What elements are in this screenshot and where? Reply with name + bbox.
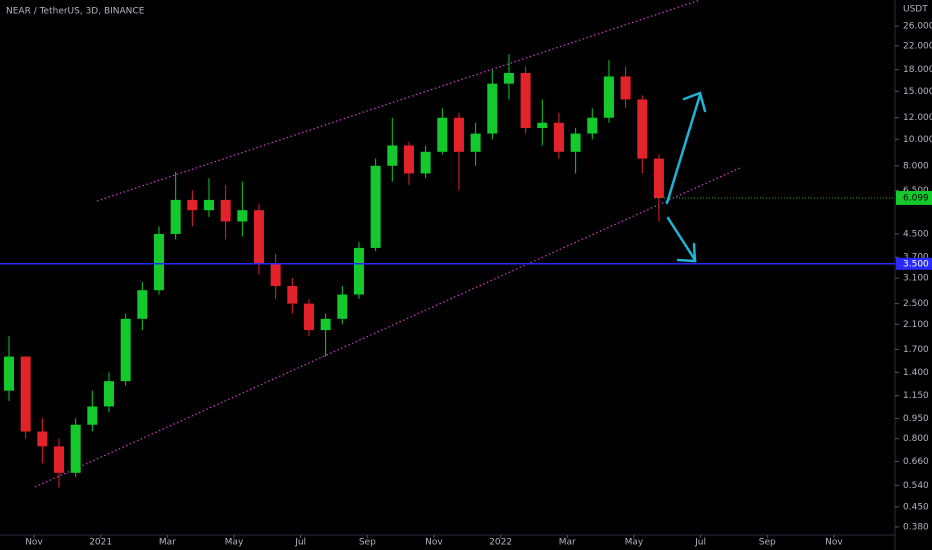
candle-body bbox=[570, 133, 581, 152]
y-tick-label: 12.000 bbox=[903, 113, 932, 123]
candle-body bbox=[137, 290, 148, 319]
candle-body bbox=[470, 133, 481, 152]
candle-body bbox=[503, 73, 514, 84]
candle-body bbox=[603, 76, 614, 118]
x-tick-label: May bbox=[625, 538, 644, 548]
x-tick-label: Nov bbox=[25, 538, 43, 548]
x-tick-label: Sep bbox=[759, 538, 776, 548]
candle-body bbox=[637, 99, 648, 159]
y-tick-label: 15.000 bbox=[903, 87, 932, 97]
candle-body bbox=[303, 303, 314, 331]
candle-body bbox=[103, 381, 114, 407]
candle-body bbox=[403, 145, 414, 174]
candle-body bbox=[37, 431, 48, 447]
x-tick-label: Nov bbox=[425, 538, 443, 548]
up-arrow bbox=[665, 91, 707, 205]
y-tick-label: 3.100 bbox=[903, 274, 929, 284]
x-tick-label: Jul bbox=[294, 538, 306, 548]
plot bbox=[4, 54, 664, 488]
y-axis-label: USDT bbox=[903, 5, 928, 15]
candle-body bbox=[120, 318, 131, 382]
x-tick-label: May bbox=[225, 538, 244, 548]
y-tick-label: 26.000 bbox=[903, 22, 932, 32]
candle-body bbox=[20, 356, 31, 432]
x-tick-label: Jul bbox=[694, 538, 706, 548]
horizontal-line-label: 3.500 bbox=[903, 259, 929, 269]
y-tick-label: 0.380 bbox=[903, 522, 929, 532]
y-tick-label: 10.000 bbox=[903, 135, 932, 145]
candle-body bbox=[203, 199, 214, 211]
candle-body bbox=[320, 318, 331, 331]
x-tick-label: Mar bbox=[559, 538, 576, 548]
y-tick-label: 1.150 bbox=[903, 391, 929, 401]
candle-body bbox=[387, 145, 398, 166]
last-price-label: 6.099 bbox=[903, 193, 929, 203]
candle-body bbox=[370, 165, 381, 248]
candle-body bbox=[620, 76, 631, 100]
candle-body bbox=[353, 247, 364, 295]
y-tick-label: 0.950 bbox=[903, 414, 929, 424]
x-tick-label: Sep bbox=[359, 538, 376, 548]
candle-body bbox=[4, 356, 15, 391]
x-tick-label: Mar bbox=[159, 538, 176, 548]
lower-trendline bbox=[34, 166, 743, 488]
candle-body bbox=[70, 424, 81, 473]
y-tick-label: 3.700 bbox=[903, 253, 929, 263]
x-tick-label: 2022 bbox=[489, 538, 512, 548]
candle-body bbox=[287, 286, 298, 304]
candle-body bbox=[453, 117, 464, 152]
chart-title: NEAR / TetherUS, 3D, BINANCE bbox=[6, 7, 145, 17]
candle-body bbox=[537, 122, 548, 129]
y-tick-label: 6.500 bbox=[903, 186, 929, 196]
y-tick-label: 2.100 bbox=[903, 320, 929, 330]
candle-body bbox=[253, 210, 264, 264]
candle-body bbox=[153, 233, 164, 291]
y-tick-label: 0.800 bbox=[903, 434, 929, 444]
candle-body bbox=[87, 406, 98, 425]
candle-body bbox=[237, 210, 248, 222]
candle-body bbox=[653, 158, 664, 198]
y-tick-label: 0.450 bbox=[903, 502, 929, 512]
candle-body bbox=[520, 73, 531, 129]
candle-body bbox=[170, 199, 181, 234]
y-tick-label: 2.500 bbox=[903, 299, 929, 309]
candle-body bbox=[420, 151, 431, 174]
y-tick-label: 0.540 bbox=[903, 481, 929, 491]
candle-body bbox=[337, 294, 348, 319]
y-tick-label: 1.700 bbox=[903, 345, 929, 355]
last-price-box bbox=[896, 190, 932, 205]
candle-body bbox=[437, 117, 448, 152]
horizontal-line-label-box bbox=[896, 257, 932, 270]
candle-body bbox=[187, 199, 198, 211]
y-tick-label: 4.500 bbox=[903, 229, 929, 239]
down-arrow bbox=[666, 216, 697, 263]
y-tick-label: 18.000 bbox=[903, 65, 932, 75]
candle-body bbox=[587, 117, 598, 134]
candle-body bbox=[53, 446, 64, 473]
y-tick-label: 0.660 bbox=[903, 457, 929, 467]
candle-body bbox=[270, 263, 281, 287]
y-tick-label: 22.000 bbox=[903, 41, 932, 51]
y-tick-label: 8.000 bbox=[903, 161, 929, 171]
y-tick-label: 1.400 bbox=[903, 368, 929, 378]
candle-body bbox=[487, 83, 498, 134]
candle-body bbox=[553, 122, 564, 152]
candle-body bbox=[220, 199, 231, 222]
x-tick-label: Nov bbox=[825, 538, 843, 548]
x-tick-label: 2021 bbox=[89, 538, 112, 548]
